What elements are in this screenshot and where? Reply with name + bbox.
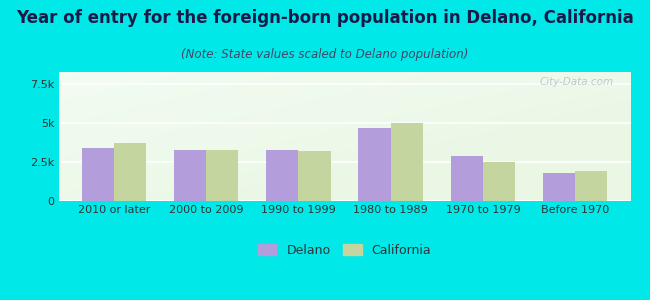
Text: City-Data.com: City-Data.com (540, 77, 614, 87)
Bar (483, 162, 515, 201)
Bar (358, 128, 391, 201)
Bar (450, 156, 483, 201)
Bar (81, 148, 114, 201)
Bar (206, 150, 239, 201)
Bar (114, 143, 146, 201)
Bar (298, 151, 331, 201)
Bar (575, 171, 608, 201)
Bar (174, 150, 206, 201)
Bar (543, 173, 575, 201)
Bar (266, 150, 298, 201)
Legend: Delano, California: Delano, California (253, 239, 436, 262)
Bar (391, 123, 423, 201)
Text: (Note: State values scaled to Delano population): (Note: State values scaled to Delano pop… (181, 48, 469, 61)
Text: Year of entry for the foreign-born population in Delano, California: Year of entry for the foreign-born popul… (16, 9, 634, 27)
